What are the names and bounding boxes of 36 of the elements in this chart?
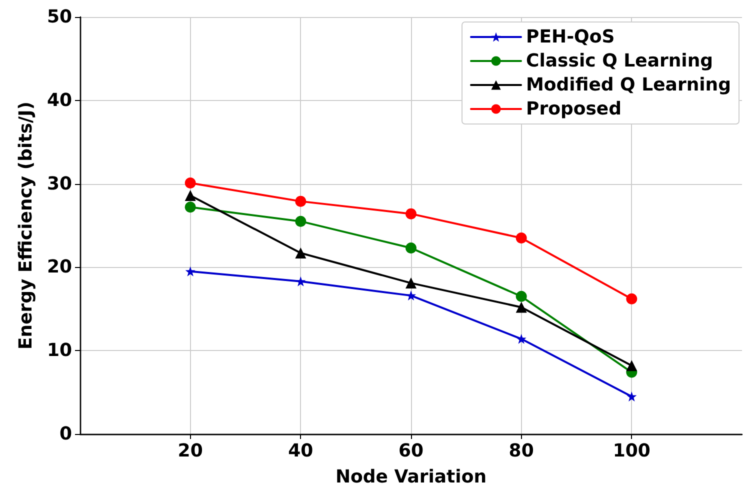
point [516, 334, 526, 344]
x-tick-label: 80 [508, 440, 534, 462]
point [516, 290, 527, 302]
x-tick-label: 100 [612, 440, 650, 462]
point [516, 232, 527, 244]
legend-label: Proposed [526, 98, 622, 120]
x-tick-label: 20 [178, 440, 203, 462]
point [185, 266, 196, 276]
point [626, 360, 638, 372]
x-tick-label: 40 [288, 440, 314, 462]
point [516, 302, 527, 313]
point [626, 293, 638, 304]
point [184, 202, 196, 213]
legend-label: PEH-QoS [526, 26, 615, 48]
point [406, 278, 416, 289]
point [406, 208, 416, 220]
point [184, 177, 196, 188]
point [626, 391, 637, 402]
x-axis-title: Node Variation [335, 466, 487, 488]
y-tick-label: 0 [59, 424, 72, 444]
y-axis-title: Energy Efficiency (bits/J) [16, 101, 36, 350]
point [184, 190, 196, 201]
legend-label: Classic Q Learning [526, 50, 714, 72]
point [296, 276, 306, 286]
legend-label: Modified Q Learning [526, 74, 732, 96]
point [295, 216, 306, 227]
point [406, 242, 416, 254]
point [406, 290, 416, 301]
point [295, 196, 306, 207]
y-tick-label: 10 [46, 340, 72, 362]
y-tick-label: 30 [46, 173, 72, 194]
point [295, 248, 306, 259]
x-tick-label: 60 [398, 440, 424, 462]
y-tick-label: 50 [46, 6, 72, 28]
y-tick-label: 20 [46, 256, 72, 278]
y-tick-label: 40 [46, 90, 72, 111]
